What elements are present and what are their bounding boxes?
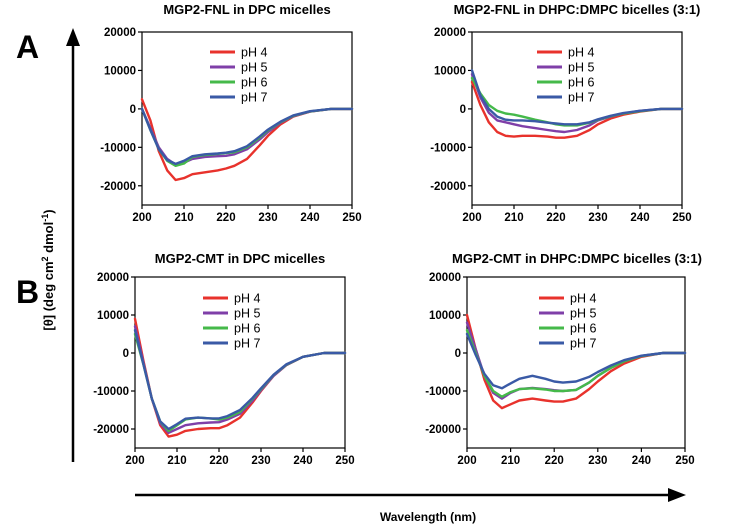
series-line-ph7: [470, 69, 684, 126]
y-tick-label: 20000: [434, 27, 466, 39]
legend-label: pH 4: [570, 292, 596, 306]
x-tick-label: 220: [545, 455, 564, 467]
series-line-ph7: [133, 329, 347, 431]
chart-panel-2: MGP2-FNL in DHPC:DMPC bicelles (3:1)2000…: [430, 2, 700, 224]
legend-label: pH 6: [568, 76, 594, 90]
x-tick-label: 230: [588, 455, 607, 467]
x-tick-label: 250: [675, 455, 694, 467]
legend-label: pH 6: [234, 322, 260, 336]
legend-label: pH 7: [570, 337, 596, 351]
y-tick-label: 0: [130, 104, 136, 116]
y-tick-label: 20000: [97, 272, 129, 284]
chart-panel-1: MGP2-FNL in DPC micelles 20000 10000 0 -1000…: [100, 2, 361, 224]
series-line-ph7: [465, 332, 687, 390]
legend-label: pH 6: [570, 322, 596, 336]
plot-frame: [141, 31, 353, 206]
y-tick-label: 20000: [104, 27, 136, 39]
legend-label: pH 4: [234, 292, 260, 306]
chart-title: MGP2-CMT in DPC micelles: [155, 251, 325, 266]
panel-b-label: B: [16, 274, 39, 310]
x-tick-label: 250: [672, 212, 691, 224]
legend-label: pH 4: [241, 46, 267, 60]
x-tick-label: 240: [630, 212, 649, 224]
chart-panel-4: MGP2-CMT in DHPC:DMPC bicelles (3:1)2000…: [425, 251, 702, 467]
y-tick-label: 0: [460, 104, 466, 116]
x-tick-label: 230: [588, 212, 607, 224]
x-tick-label: 250: [342, 212, 361, 224]
y-tick-label: -10000: [93, 386, 129, 398]
x-tick-label: 200: [462, 212, 481, 224]
x-arrow-head: [668, 488, 686, 502]
x-tick-label: 210: [174, 212, 193, 224]
panel-a-label: A: [16, 29, 39, 65]
y-tick-label: -20000: [93, 424, 129, 436]
global-y-axis-label: [θ] (deg cm2 dmol-1): [40, 209, 56, 330]
y-tick-label: 10000: [434, 65, 466, 77]
legend-label: pH 5: [570, 307, 596, 321]
plot-frame: [471, 31, 683, 206]
y-tick-label: 0: [123, 348, 129, 360]
chart-panel-3: MGP2-CMT in DPC micelles 20000 10000 0 -1000…: [93, 251, 354, 467]
x-tick-label: 210: [504, 212, 523, 224]
y-tick-label: 10000: [104, 65, 136, 77]
y-tick-label: 20000: [429, 272, 461, 284]
series-line-ph5: [140, 107, 354, 166]
global-x-axis-label: Wavelength (nm): [380, 510, 476, 524]
legend-label: pH 5: [241, 61, 267, 75]
x-tick-label: 200: [132, 212, 151, 224]
plot-frame: [134, 276, 346, 449]
legend-label: pH 7: [234, 337, 260, 351]
chart-title: MGP2-FNL in DHPC:DMPC bicelles (3:1): [454, 2, 701, 17]
chart-title: MGP2-FNL in DPC micelles: [163, 2, 330, 17]
y-tick-label: -20000: [430, 181, 466, 193]
y-tick-label: -10000: [100, 142, 136, 154]
y-tick-label: 10000: [429, 310, 461, 322]
x-tick-label: 240: [632, 455, 651, 467]
x-tick-label: 210: [501, 455, 520, 467]
legend-label: pH 6: [241, 76, 267, 90]
x-tick-label: 210: [167, 455, 186, 467]
plot-frame: [466, 276, 686, 449]
legend-label: pH 7: [568, 91, 594, 105]
y-tick-label: -20000: [100, 181, 136, 193]
x-tick-label: 250: [335, 455, 354, 467]
y-tick-label: -10000: [430, 142, 466, 154]
x-tick-label: 200: [125, 455, 144, 467]
x-tick-label: 200: [457, 455, 476, 467]
series-line-ph4: [465, 313, 687, 410]
y-tick-label: -10000: [425, 386, 461, 398]
legend-label: pH 5: [234, 307, 260, 321]
y-arrow-head: [66, 28, 80, 46]
x-tick-label: 220: [546, 212, 565, 224]
x-tick-label: 230: [258, 212, 277, 224]
chart-title: MGP2-CMT in DHPC:DMPC bicelles (3:1): [452, 251, 702, 266]
x-tick-label: 240: [293, 455, 312, 467]
y-tick-label: -20000: [425, 424, 461, 436]
legend-label: pH 4: [568, 46, 594, 60]
x-tick-label: 240: [300, 212, 319, 224]
legend-label: pH 5: [568, 61, 594, 75]
x-tick-label: 230: [251, 455, 270, 467]
y-tick-label: 10000: [97, 310, 129, 322]
legend-label: pH 7: [241, 91, 267, 105]
series-line-ph7: [140, 107, 354, 166]
x-tick-label: 220: [216, 212, 235, 224]
y-tick-label: 0: [455, 348, 461, 360]
x-tick-label: 220: [209, 455, 228, 467]
